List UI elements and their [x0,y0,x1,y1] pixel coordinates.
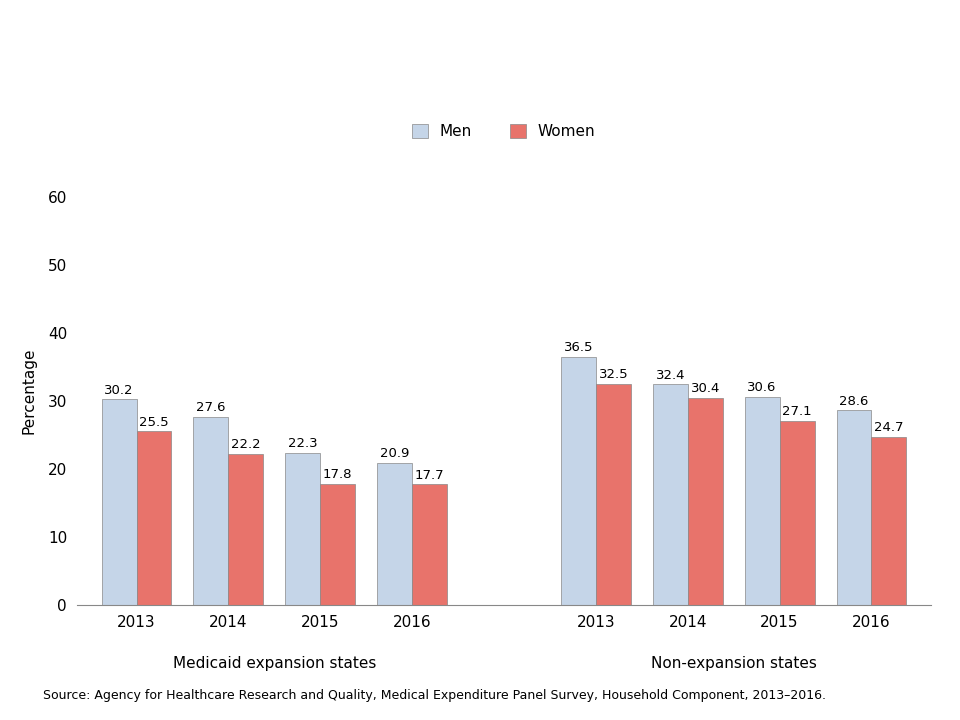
Text: 32.4: 32.4 [656,369,685,382]
Text: Source: Agency for Healthcare Research and Quality, Medical Expenditure Panel Su: Source: Agency for Healthcare Research a… [43,689,827,702]
Bar [596,384,631,605]
Text: 17.8: 17.8 [323,468,352,481]
Legend: Men, Women: Men, Women [413,124,595,139]
Bar [745,397,780,605]
Text: 25.5: 25.5 [139,415,169,428]
Bar [653,384,687,605]
Y-axis label: Percentage: Percentage [21,347,36,434]
Text: 28.6: 28.6 [839,395,869,408]
Bar [561,356,596,605]
Bar [228,454,263,605]
Text: 32.5: 32.5 [598,368,628,381]
Text: Figure 5. Percentage of non-elderly adults, ages 18–64, who
were ever uninsured : Figure 5. Percentage of non-elderly adul… [38,22,749,99]
Bar [780,420,814,605]
Text: Non-expansion states: Non-expansion states [651,656,817,671]
Bar [102,400,136,605]
Text: 22.3: 22.3 [288,438,318,451]
Bar [285,453,321,605]
Text: 30.2: 30.2 [105,384,133,397]
Bar [687,398,723,605]
Text: 30.6: 30.6 [748,381,777,394]
Bar [194,417,228,605]
Text: 27.1: 27.1 [782,405,812,418]
Bar [321,484,355,605]
Text: 17.7: 17.7 [415,469,444,482]
Text: Medicaid expansion states: Medicaid expansion states [173,656,376,671]
Bar [836,410,872,605]
Text: 22.2: 22.2 [231,438,261,451]
Text: 36.5: 36.5 [564,341,593,354]
Ellipse shape [832,12,960,144]
Text: 30.4: 30.4 [690,382,720,395]
Text: 24.7: 24.7 [875,421,903,434]
Bar [377,463,412,605]
Bar [412,485,447,605]
Text: 27.6: 27.6 [196,401,226,415]
Bar [136,431,172,605]
Text: 20.9: 20.9 [380,447,409,460]
Bar [872,437,906,605]
